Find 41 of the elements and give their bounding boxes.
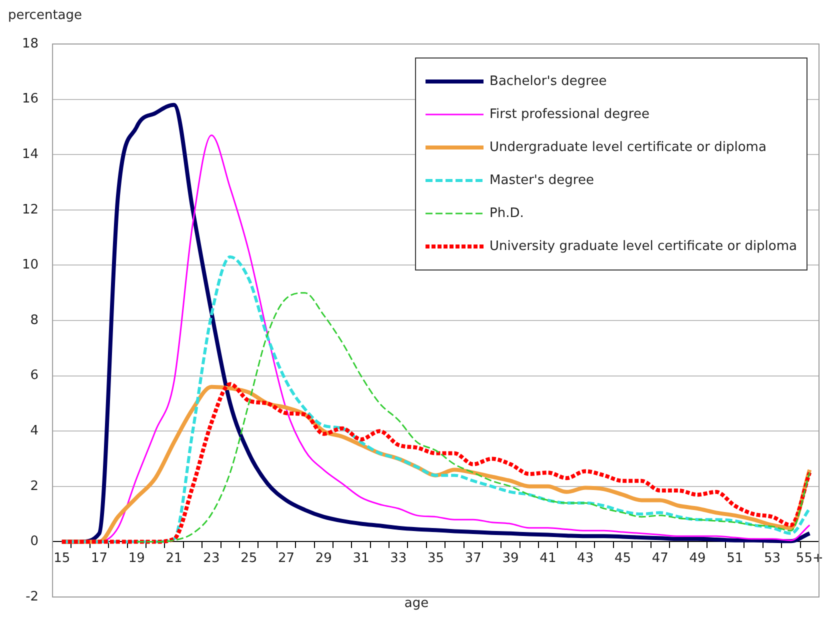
x-axis-title: age [404,596,429,611]
y-tick-label: 14 [22,146,39,162]
y-tick-label: -2 [26,589,39,604]
x-tick-label: 53 [764,550,781,566]
x-tick-label: 55+ [796,550,824,566]
x-tick-label: 47 [652,550,668,566]
y-axis-title: percentage [8,8,82,23]
x-tick-label: 49 [689,550,706,566]
line-series [136,292,810,542]
legend-label: Bachelor's degree [490,74,607,89]
y-tick-label: 10 [22,258,39,273]
x-tick-label: 41 [540,550,556,566]
legend-label: Undergraduate level certificate or diploma [490,140,766,155]
x-tick-label: 33 [390,550,407,566]
y-tick-label: 16 [22,92,39,107]
x-tick-label: 27 [278,550,294,566]
x-tick-label: 19 [128,550,145,566]
x-tick-label: 51 [726,550,744,566]
x-tick-label: 37 [464,550,482,566]
y-tick-label: 8 [30,312,39,328]
x-tick-label: 31 [352,550,370,566]
x-tick-label: 21 [166,550,182,566]
legend-label: Ph.D. [490,206,524,221]
x-tick-label: 45 [614,550,631,566]
legend-label: Master's degree [490,172,594,188]
x-tick-label: 35 [428,550,444,566]
x-tick-label: 39 [502,550,519,566]
y-tick-label: 0 [30,534,39,550]
x-tick-label: 29 [315,550,332,566]
x-tick-label: 23 [203,550,220,566]
y-tick-label: 4 [30,423,39,438]
y-tick-label: 18 [22,36,39,52]
x-tick-label: 15 [54,550,70,566]
x-tick-label: 43 [577,550,594,566]
legend-label: First professional degree [490,106,650,122]
legend-label: University graduate level certificate or diploma [490,238,798,254]
y-tick-label: 2 [30,478,39,494]
x-tick-label: 25 [240,550,258,566]
y-tick-label: 12 [22,202,39,218]
y-tick-label: 6 [30,368,39,384]
x-tick-label: 17 [91,550,108,566]
